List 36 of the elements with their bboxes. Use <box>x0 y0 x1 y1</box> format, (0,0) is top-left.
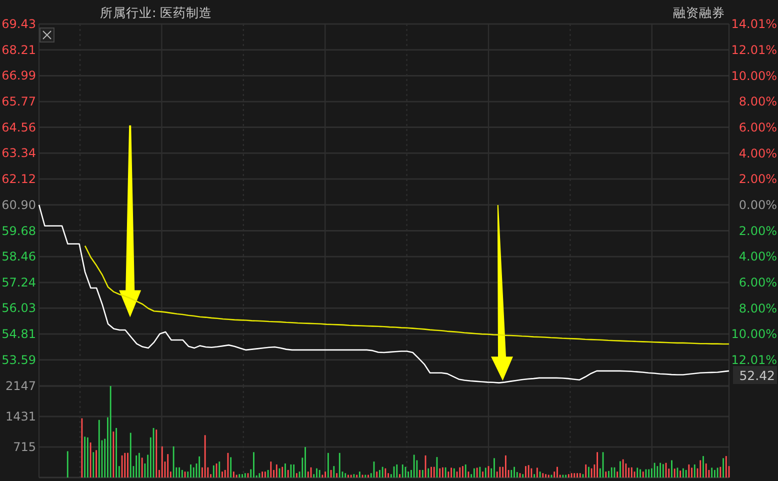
y-tick-label: 54.81 <box>2 327 36 342</box>
y2-tick-label: 6.00% <box>738 275 777 290</box>
y2-tick-label: 10.00% <box>731 327 777 342</box>
y2-tick-label: 12.01% <box>731 42 777 57</box>
y2-tick-label: 8.00% <box>738 301 777 316</box>
y-tick-label: 715 <box>13 440 36 454</box>
y2-tick-label: 2.00% <box>738 224 777 238</box>
y-tick-label: 53.59 <box>2 352 36 367</box>
y2-tick-label: 4.00% <box>738 250 777 264</box>
y2-tick-label: 4.00% <box>738 146 777 160</box>
y-tick-label: 69.43 <box>2 17 36 31</box>
y-tick-label: 58.46 <box>2 250 36 264</box>
line-series <box>84 245 730 345</box>
y-tick-label: 59.68 <box>2 224 36 238</box>
y-tick-label: 2147 <box>5 379 36 393</box>
y-tick-label: 65.77 <box>2 94 36 109</box>
y2-tick-label: 12.01% <box>731 353 777 368</box>
chart-title: 所属行业: 医药制造 <box>100 5 212 20</box>
y2-tick-label: 14.01% <box>731 17 777 31</box>
y-tick-label: 57.24 <box>2 276 36 290</box>
y2-tick-label: 8.00% <box>738 94 777 109</box>
text: 52.42 <box>739 368 775 383</box>
y-tick-label: 1431 <box>5 410 36 424</box>
y2-tick-label: 6.00% <box>738 120 777 134</box>
y-tick-label: 68.21 <box>2 42 36 57</box>
y-tick-label: 60.90 <box>2 198 36 212</box>
y2-tick-label: 0.00% <box>738 198 777 212</box>
y-tick-label: 64.56 <box>2 120 36 134</box>
text: 融资融券 <box>673 5 725 20</box>
y-tick-label: 62.12 <box>2 172 36 186</box>
line-series <box>38 204 730 384</box>
y2-tick-label: 10.00% <box>731 68 777 83</box>
y-tick-label: 56.03 <box>2 301 36 316</box>
y2-tick-label: 2.00% <box>738 172 777 186</box>
y-tick-label: 66.99 <box>2 68 36 83</box>
y-tick-label: 63.34 <box>2 146 36 160</box>
